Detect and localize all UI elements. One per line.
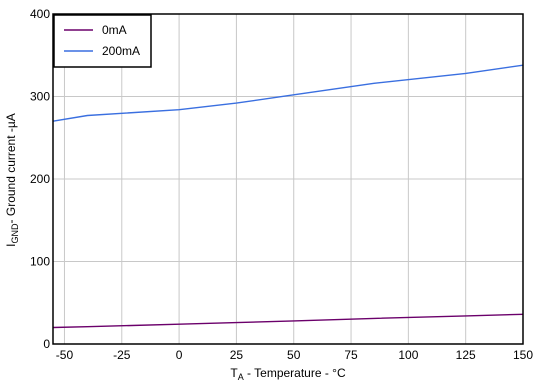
- x-axis-label: TA - Temperature - °C: [230, 366, 346, 382]
- series-line-0ma: [52, 313, 524, 329]
- legend: 0mA 200mA: [53, 14, 152, 68]
- y-tick-label: 400: [30, 7, 50, 21]
- legend-label-0ma: 0mA: [102, 23, 127, 37]
- y-tick-label: 100: [30, 255, 50, 269]
- x-tick-label: 100: [398, 348, 418, 362]
- y-axis-label-main: I: [4, 243, 18, 246]
- x-axis-label-sub: A: [238, 372, 244, 382]
- series-group: [52, 64, 524, 329]
- y-tick-labels: 0 100 200 300 400: [30, 7, 50, 351]
- x-tick-label: 75: [344, 348, 358, 362]
- y-axis-label: IGND- Ground current -µA: [4, 113, 20, 247]
- x-tick-label: -50: [56, 348, 74, 362]
- x-tick-label: 125: [456, 348, 476, 362]
- y-axis-label-rest: - Ground current -µA: [4, 113, 18, 223]
- legend-box: [53, 14, 152, 68]
- series-line-200ma: [52, 64, 524, 122]
- x-tick-label: 50: [287, 348, 301, 362]
- legend-label-200ma: 200mA: [102, 44, 140, 58]
- x-tick-label: 0: [176, 348, 183, 362]
- x-tick-labels: -50 -25 0 25 50 75 100 125 150: [56, 348, 534, 362]
- y-axis-label-sub: GND: [10, 223, 20, 244]
- y-tick-label: 0: [43, 337, 50, 351]
- x-axis-label-main: T: [230, 366, 238, 380]
- x-axis-label-rest: - Temperature - °C: [244, 366, 346, 380]
- x-tick-label: 150: [513, 348, 533, 362]
- x-tick-label: -25: [113, 348, 131, 362]
- plot-frame: [52, 13, 524, 345]
- y-tick-label: 200: [30, 172, 50, 186]
- x-tick-label: 25: [230, 348, 244, 362]
- y-tick-label: 300: [30, 90, 50, 104]
